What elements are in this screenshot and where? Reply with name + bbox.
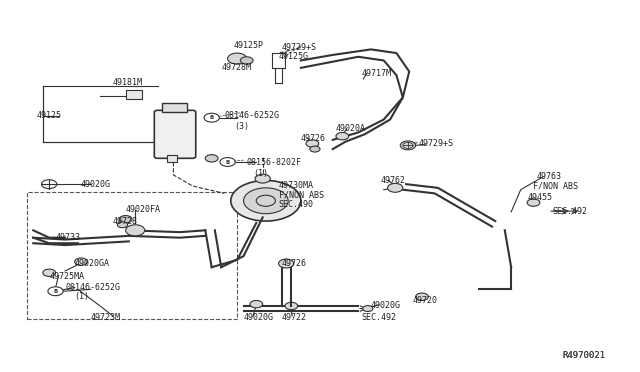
Circle shape — [48, 287, 63, 296]
Text: 49729+S: 49729+S — [282, 43, 317, 52]
Circle shape — [228, 53, 246, 64]
Text: 49125G: 49125G — [278, 52, 308, 61]
Text: 49729+S: 49729+S — [419, 139, 454, 148]
Circle shape — [250, 301, 262, 308]
Text: 49730MA: 49730MA — [278, 182, 314, 190]
Circle shape — [119, 215, 132, 223]
Circle shape — [310, 146, 320, 152]
Text: SEC.490: SEC.490 — [278, 200, 314, 209]
Text: 08146-6252G: 08146-6252G — [65, 283, 120, 292]
Text: SEC.492: SEC.492 — [552, 207, 588, 217]
FancyBboxPatch shape — [154, 110, 196, 158]
Text: 49726: 49726 — [282, 259, 307, 268]
Text: R4970021: R4970021 — [562, 351, 605, 360]
Text: 49722: 49722 — [282, 312, 307, 321]
Circle shape — [278, 259, 294, 268]
Text: R4970021: R4970021 — [562, 351, 605, 360]
Circle shape — [388, 183, 403, 192]
Circle shape — [205, 155, 218, 162]
Text: B: B — [209, 115, 214, 120]
Text: (1): (1) — [253, 169, 268, 177]
Text: 49020FA: 49020FA — [125, 205, 161, 215]
Text: (1): (1) — [75, 292, 90, 301]
Text: 49020G: 49020G — [371, 301, 401, 311]
Circle shape — [255, 174, 270, 183]
Text: 49020A: 49020A — [336, 124, 366, 133]
Circle shape — [415, 293, 428, 301]
Text: 49181M: 49181M — [113, 78, 143, 87]
Text: 49733: 49733 — [56, 233, 81, 242]
Circle shape — [75, 258, 88, 265]
Text: 49717M: 49717M — [362, 69, 392, 78]
Text: 49723M: 49723M — [91, 312, 120, 321]
Text: 49762: 49762 — [381, 176, 406, 185]
Text: B: B — [53, 289, 58, 294]
Text: 49125P: 49125P — [234, 41, 264, 50]
Text: 49725MA: 49725MA — [49, 272, 84, 281]
Bar — [125, 90, 141, 99]
Text: 49763: 49763 — [537, 172, 562, 181]
Circle shape — [527, 199, 540, 206]
Text: SEC.492: SEC.492 — [362, 312, 396, 321]
Text: 08146-6252G: 08146-6252G — [225, 111, 280, 121]
Text: B: B — [225, 160, 230, 164]
Circle shape — [125, 225, 145, 236]
Text: 49125: 49125 — [36, 111, 61, 121]
Circle shape — [363, 306, 373, 311]
Circle shape — [400, 141, 415, 150]
Circle shape — [43, 269, 56, 276]
Circle shape — [241, 57, 253, 64]
Text: 49720: 49720 — [412, 296, 437, 305]
Text: F/NON ABS: F/NON ABS — [534, 182, 579, 190]
Text: (3): (3) — [234, 122, 249, 131]
Text: 49728M: 49728M — [221, 63, 252, 72]
Bar — [162, 103, 188, 112]
Circle shape — [231, 180, 301, 221]
Text: 49455: 49455 — [527, 193, 552, 202]
Circle shape — [336, 132, 349, 140]
Text: 49020G: 49020G — [81, 180, 111, 189]
Circle shape — [220, 158, 236, 166]
Text: 49728: 49728 — [113, 217, 138, 225]
Circle shape — [204, 113, 220, 122]
Text: 49020GA: 49020GA — [75, 259, 109, 268]
Circle shape — [306, 140, 319, 147]
Text: 49726: 49726 — [301, 134, 326, 142]
Circle shape — [285, 302, 298, 310]
Circle shape — [117, 222, 127, 228]
Text: 08156-8202F: 08156-8202F — [246, 157, 301, 167]
Bar — [27, 192, 237, 319]
Text: F/NON ABS: F/NON ABS — [278, 191, 324, 200]
Bar — [167, 155, 177, 162]
Text: 49020G: 49020G — [244, 312, 273, 321]
Circle shape — [244, 188, 288, 214]
